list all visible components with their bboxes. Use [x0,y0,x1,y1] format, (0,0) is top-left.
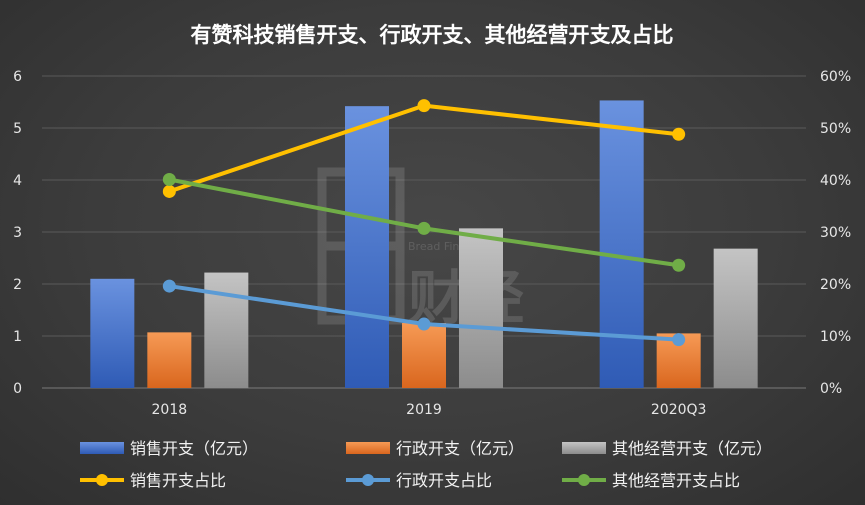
bar-0-0 [90,278,135,388]
bar-0-2 [599,100,644,388]
legend-label: 销售开支（亿元） [130,439,258,458]
line-point-2-2 [672,258,686,272]
x-tick-label: 2019 [406,402,442,418]
y-left-tick-label: 4 [13,173,22,189]
y-left-tick-label: 5 [13,121,22,137]
bar-1-0 [147,332,192,388]
bar-0-1 [345,106,389,388]
legend-marker-2 [578,474,590,486]
line-point-1-2 [672,333,686,347]
y-right-tick-label: 30% [820,225,851,241]
chart-title: 有赞科技销售开支、行政开支、其他经营开支及占比 [191,23,674,47]
y-right-tick-label: 10% [820,329,851,345]
y-left-tick-label: 3 [13,225,22,241]
line-point-0-0 [162,184,176,198]
bar-2-2 [713,248,758,388]
x-tick-label: 2020Q3 [651,402,707,418]
y-left-tick-label: 0 [13,381,22,397]
legend-label: 销售开支占比 [130,471,226,490]
bar-2-1 [459,228,503,388]
legend-marker-0 [96,474,108,486]
legend-label: 行政开支（亿元） [396,439,524,458]
line-point-2-1 [417,221,431,235]
line-point-0-1 [417,99,431,113]
y-left-tick-label: 1 [13,329,22,345]
legend-marker-1 [362,474,374,486]
legend-swatch-bar-2 [562,442,606,454]
y-right-tick-label: 60% [820,69,851,85]
legend-label: 行政开支占比 [396,471,492,490]
bar-1-1 [402,323,446,388]
y-right-tick-label: 50% [820,121,851,137]
bar-2-0 [204,272,249,388]
line-point-0-2 [672,127,686,141]
line-point-2-0 [162,172,176,186]
legend-label: 其他经营开支占比 [612,471,740,490]
legend-label: 其他经营开支（亿元） [612,439,772,458]
y-right-tick-label: 40% [820,173,851,189]
y-left-tick-label: 2 [13,277,22,293]
y-left-tick-label: 6 [13,69,22,85]
y-right-tick-label: 20% [820,277,851,293]
line-point-1-0 [162,279,176,293]
legend-swatch-bar-0 [80,442,124,454]
x-tick-label: 2018 [152,402,188,418]
legend-swatch-bar-1 [346,442,390,454]
y-right-tick-label: 0% [820,381,842,397]
line-point-1-1 [417,317,431,331]
